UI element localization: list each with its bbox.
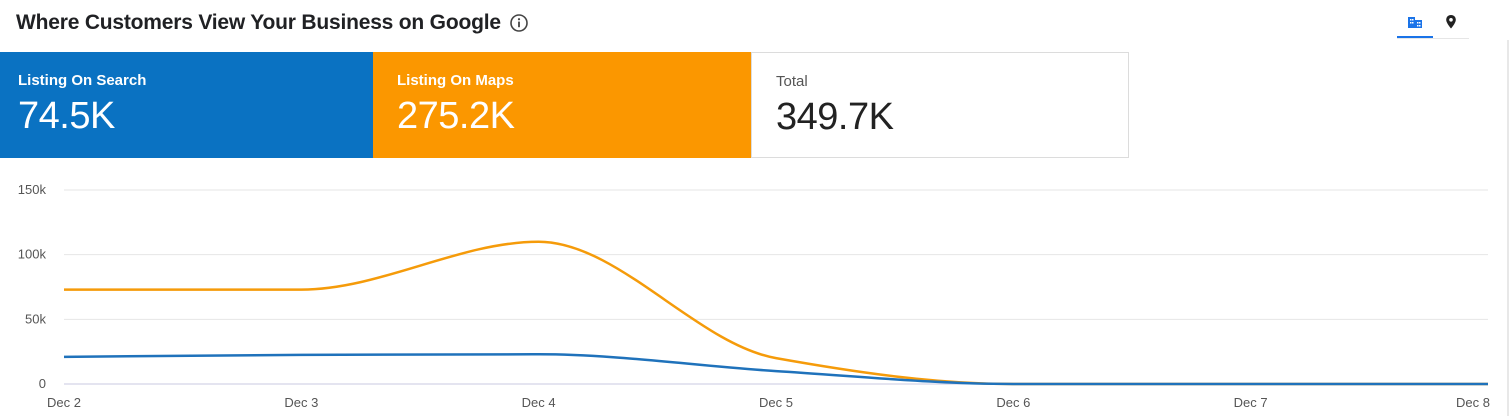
building-icon: [1408, 17, 1422, 28]
stat-card-maps[interactable]: Listing On Maps 275.2K: [373, 52, 751, 158]
stat-label-total: Total: [776, 73, 808, 90]
series-line-search: [63, 353, 1488, 386]
x-tick-label: Dec 7: [1234, 395, 1268, 410]
stat-value-maps: 275.2K: [397, 95, 515, 137]
map-view-button[interactable]: [1433, 8, 1469, 36]
building-view-button[interactable]: [1397, 8, 1433, 38]
header: Where Customers View Your Business on Go…: [16, 8, 529, 38]
stat-card-total: Total 349.7K: [751, 52, 1129, 158]
series-line-maps: [64, 240, 1488, 386]
x-tick-label: Dec 6: [996, 395, 1030, 410]
panel-border: [1507, 40, 1509, 416]
info-circle-icon[interactable]: [509, 13, 529, 33]
y-tick-label: 150k: [18, 182, 47, 197]
x-tick-label: Dec 2: [47, 395, 81, 410]
stat-label-search: Listing On Search: [18, 72, 147, 89]
x-tick-label: Dec 5: [759, 395, 793, 410]
x-tick-label: Dec 3: [284, 395, 318, 410]
stat-label-maps: Listing On Maps: [397, 72, 514, 89]
stat-card-search[interactable]: Listing On Search 74.5K: [0, 52, 373, 158]
map-pin-icon: [1446, 15, 1456, 29]
stat-value-total: 349.7K: [776, 96, 894, 138]
stats-row: Listing On Search 74.5K Listing On Maps …: [0, 52, 1129, 158]
page-title: Where Customers View Your Business on Go…: [16, 11, 501, 34]
y-tick-label: 100k: [18, 247, 47, 262]
y-tick-label: 0: [39, 376, 46, 391]
y-tick-label: 50k: [25, 311, 46, 326]
x-tick-label: Dec 4: [522, 395, 556, 410]
stat-value-search: 74.5K: [18, 95, 115, 137]
view-toggle: [1397, 8, 1469, 39]
x-tick-label: Dec 8: [1456, 395, 1490, 410]
